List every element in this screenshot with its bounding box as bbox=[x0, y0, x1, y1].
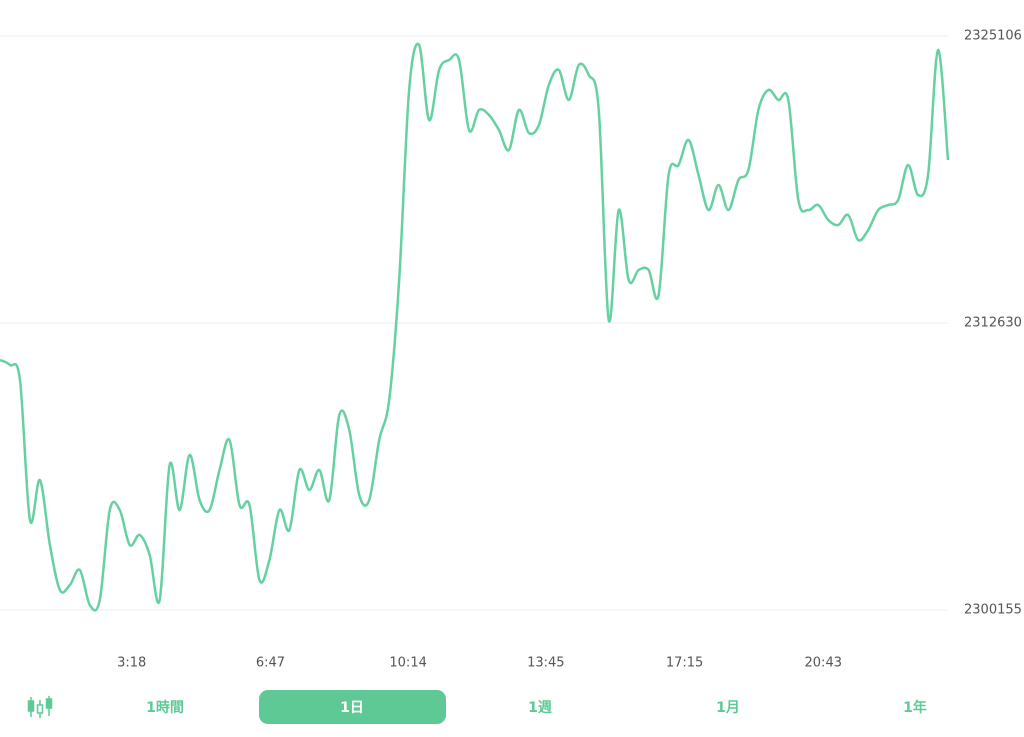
range-button[interactable]: 1日 bbox=[340, 700, 364, 716]
y-tick-label: 2325106 bbox=[964, 29, 1022, 44]
price-line bbox=[0, 42, 950, 612]
range-button[interactable]: 1月 bbox=[716, 700, 740, 716]
active-range-bg[interactable] bbox=[259, 690, 446, 724]
x-tick-label: 13:45 bbox=[527, 656, 564, 671]
candle-icon[interactable] bbox=[27, 696, 53, 718]
x-tick-label: 6:47 bbox=[256, 656, 285, 671]
x-tick-label: 20:43 bbox=[805, 656, 842, 671]
range-button[interactable]: 1年 bbox=[903, 699, 927, 716]
x-tick-label: 10:14 bbox=[389, 656, 426, 671]
y-tick-label: 2300155 bbox=[964, 603, 1022, 618]
y-tick-label: 2312630 bbox=[964, 316, 1022, 331]
x-tick-label: 3:18 bbox=[117, 656, 146, 671]
x-tick-label: 17:15 bbox=[666, 656, 703, 671]
range-button[interactable]: 1週 bbox=[528, 700, 552, 716]
range-button[interactable]: 1時間 bbox=[146, 699, 184, 716]
